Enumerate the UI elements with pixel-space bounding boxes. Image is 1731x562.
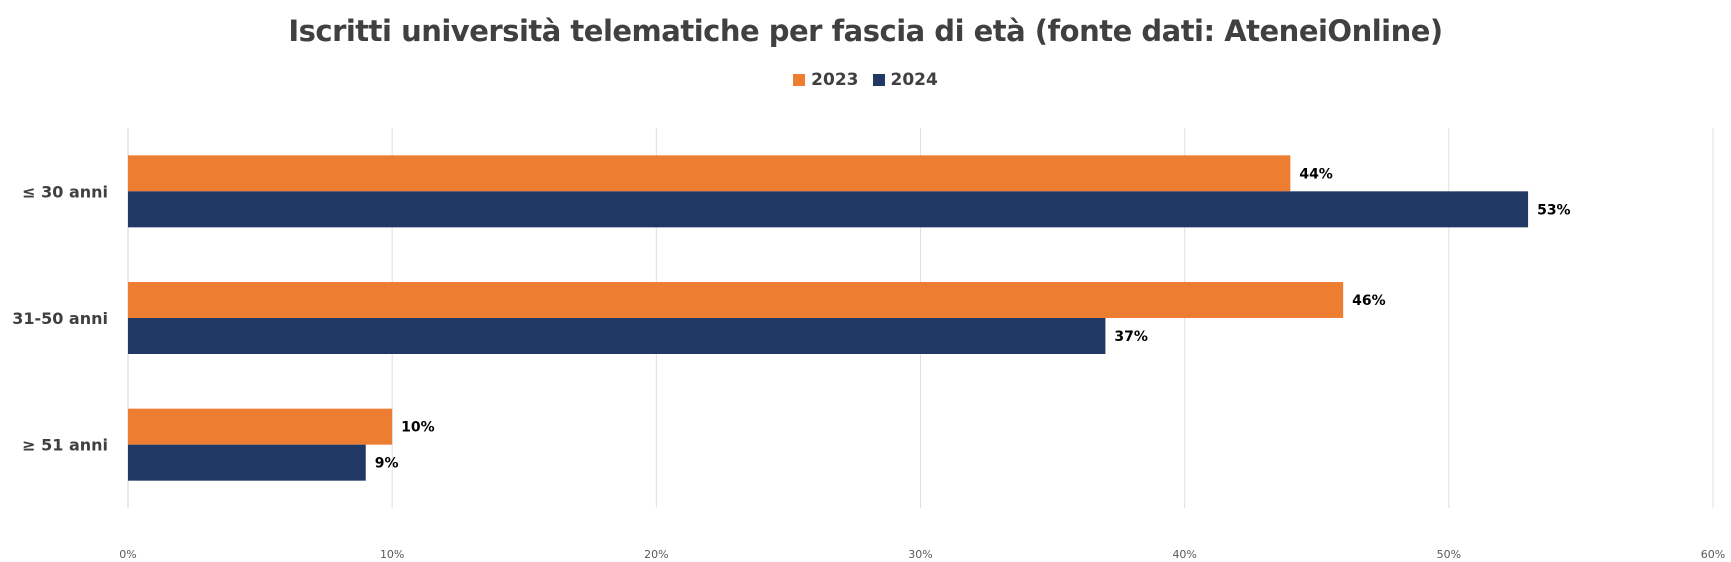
bar: [128, 155, 1291, 192]
legend-item-2023: 2023: [793, 70, 859, 90]
legend-label-2024: 2024: [890, 70, 938, 90]
legend-label-2023: 2023: [811, 70, 859, 90]
bar: [128, 444, 366, 481]
data-label: 44%: [1299, 166, 1333, 182]
category-label: 31-50 anni: [12, 309, 108, 328]
x-tick-label: 60%: [1701, 548, 1725, 561]
legend-item-2024: 2024: [872, 70, 938, 90]
x-tick-label: 0%: [119, 548, 136, 561]
data-label: 53%: [1537, 202, 1571, 218]
legend-swatch-2024: [872, 74, 885, 86]
category-label: ≥ 51 anni: [22, 436, 108, 455]
chart-title: Iscritti università telematiche per fasc…: [288, 14, 1443, 48]
legend: 2023 2024: [0, 70, 1731, 90]
x-tick-label: 10%: [380, 548, 404, 561]
data-label: 37%: [1114, 329, 1148, 345]
bar: [128, 191, 1529, 228]
data-label: 10%: [401, 420, 435, 436]
x-tick-label: 30%: [908, 548, 932, 561]
data-label: 46%: [1352, 293, 1386, 309]
legend-swatch-2023: [793, 74, 806, 86]
x-tick-label: 20%: [644, 548, 668, 561]
bar: [128, 408, 393, 445]
category-label: ≤ 30 anni: [22, 182, 108, 201]
bar: [128, 318, 1106, 354]
x-tick-label: 40%: [1172, 548, 1196, 561]
bar: [128, 282, 1344, 318]
x-tick-label: 50%: [1437, 548, 1461, 561]
data-label: 9%: [375, 456, 399, 472]
